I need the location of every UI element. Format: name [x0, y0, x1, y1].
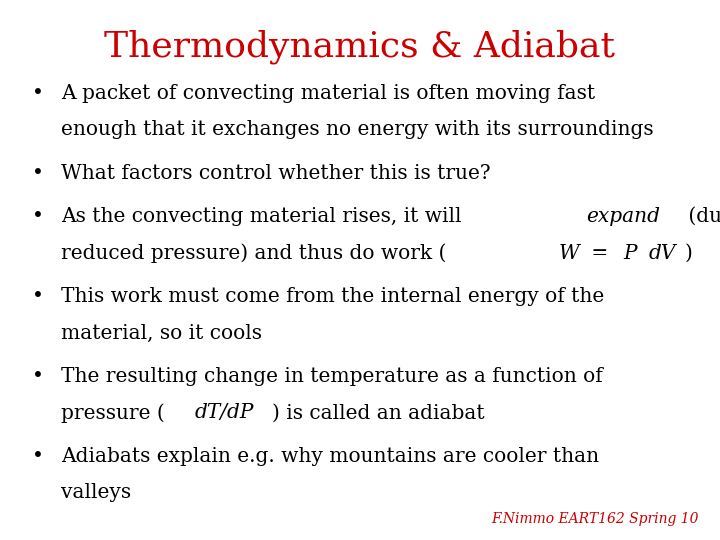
Text: Adiabats explain e.g. why mountains are cooler than: Adiabats explain e.g. why mountains are … — [61, 447, 599, 465]
Text: Thermodynamics & Adiabat: Thermodynamics & Adiabat — [104, 30, 616, 64]
Text: dT/dP: dT/dP — [195, 403, 254, 422]
Text: material, so it cools: material, so it cools — [61, 323, 262, 342]
Text: •: • — [32, 447, 44, 465]
Text: F.Nimmo EART162 Spring 10: F.Nimmo EART162 Spring 10 — [491, 512, 698, 526]
Text: •: • — [32, 84, 44, 103]
Text: reduced pressure) and thus do work (: reduced pressure) and thus do work ( — [61, 244, 446, 263]
Text: P: P — [624, 244, 636, 262]
Text: •: • — [32, 367, 44, 386]
Text: =: = — [585, 244, 615, 262]
Text: ): ) — [684, 244, 692, 262]
Text: dV: dV — [649, 244, 676, 262]
Text: What factors control whether this is true?: What factors control whether this is tru… — [61, 164, 491, 183]
Text: ) is called an adiabat: ) is called an adiabat — [271, 403, 485, 422]
Text: valleys: valleys — [61, 483, 131, 502]
Text: The resulting change in temperature as a function of: The resulting change in temperature as a… — [61, 367, 603, 386]
Text: •: • — [32, 287, 44, 306]
Text: enough that it exchanges no energy with its surroundings: enough that it exchanges no energy with … — [61, 120, 654, 139]
Text: •: • — [32, 164, 44, 183]
Text: expand: expand — [586, 207, 660, 226]
Text: •: • — [32, 207, 44, 226]
Text: (due to: (due to — [682, 207, 720, 226]
Text: A packet of convecting material is often moving fast: A packet of convecting material is often… — [61, 84, 595, 103]
Text: pressure (: pressure ( — [61, 403, 165, 423]
Text: This work must come from the internal energy of the: This work must come from the internal en… — [61, 287, 605, 306]
Text: W: W — [559, 244, 579, 262]
Text: As the convecting material rises, it will: As the convecting material rises, it wil… — [61, 207, 468, 226]
